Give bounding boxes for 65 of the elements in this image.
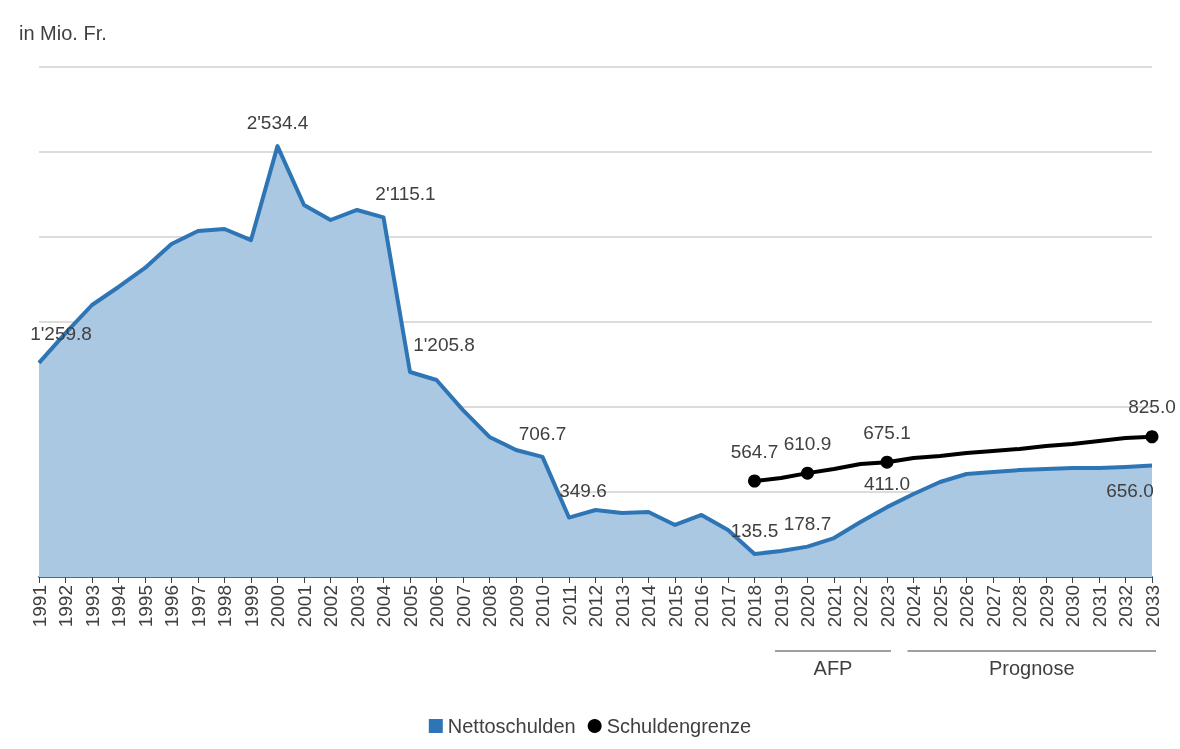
x-tick-label: 2031: [1088, 585, 1110, 628]
x-tick-label: 2012: [585, 585, 606, 628]
x-tick-label: 2010: [532, 585, 553, 628]
point: [880, 455, 894, 469]
x-tick-label: 2019: [770, 585, 792, 628]
x-tick-label: 2029: [1035, 585, 1057, 628]
data-label: 135.5: [730, 519, 779, 541]
data-label: 675.1: [863, 421, 911, 443]
x-tick-label: 1998: [214, 585, 235, 628]
x-tick-label: 2026: [956, 585, 977, 628]
x-tick-label: 2000: [267, 585, 288, 628]
x-tick-label: 2003: [346, 585, 368, 628]
x-tick-label: 2013: [611, 585, 633, 628]
x-tick-label: 2005: [399, 585, 421, 628]
data-label: 656.0: [1106, 480, 1154, 502]
x-tick-label: 2030: [1062, 585, 1083, 628]
data-label: 1'205.8: [413, 334, 475, 356]
x-tick-label: 2014: [638, 584, 659, 628]
x-tick-label: 1997: [187, 585, 209, 628]
x-tick-label: 2017: [717, 585, 739, 628]
y-axis-title: in Mio. Fr.: [19, 22, 107, 44]
x-tick-label: 2020: [797, 585, 818, 628]
x-tick-label: 2016: [691, 585, 712, 628]
x-tick-label: 1995: [134, 585, 156, 628]
data-label: 178.7: [783, 512, 832, 534]
data-label: 564.7: [730, 440, 779, 462]
x-tick-label: 1991: [28, 585, 50, 628]
legend-label: Schuldengrenze: [606, 715, 752, 737]
x-tick-label: 2006: [426, 585, 447, 628]
text: AFP: [813, 657, 853, 679]
x-tick-label: 2027: [982, 585, 1004, 628]
x-tick-label: 2008: [479, 585, 500, 628]
point: [748, 474, 761, 488]
x-tick-label: 2007: [452, 585, 474, 628]
x-tick-label: 2001: [293, 585, 315, 628]
data-label: 610.9: [783, 432, 832, 454]
x-tick-label: 2032: [1115, 585, 1136, 628]
x-tick-label: 1992: [55, 585, 76, 628]
x-tick-label: 2018: [744, 585, 765, 628]
data-label: 411.0: [863, 473, 911, 495]
x-tick-label: 2033: [1141, 585, 1163, 628]
x-tick-label: 2004: [373, 584, 394, 628]
point: [801, 466, 814, 480]
legend-label: Nettoschulden: [447, 715, 576, 737]
x-tick-label: 2002: [320, 585, 341, 628]
x-tick-label: 1993: [81, 585, 103, 628]
data-label: 825.0: [1128, 396, 1176, 418]
data-label: 349.6: [559, 479, 607, 501]
data-label: 2'534.4: [246, 112, 309, 134]
point: [1145, 430, 1159, 444]
x-tick-label: 2025: [929, 585, 951, 628]
x-tick-label: 1994: [108, 584, 129, 628]
x-tick-label: 2023: [876, 585, 898, 628]
data-label: 706.7: [518, 422, 567, 444]
x-tick-label: 2028: [1009, 585, 1030, 628]
x-tick-label: 2024: [903, 584, 924, 628]
data-label: 2'115.1: [375, 183, 436, 205]
x-tick-label: 1999: [240, 585, 262, 628]
x-tick-label: 2015: [664, 585, 686, 628]
x-tick-label: 2011: [558, 585, 580, 626]
x-tick-label: 2021: [823, 585, 845, 628]
text: Prognose: [988, 657, 1075, 679]
x-tick-label: 1996: [161, 585, 182, 628]
x-tick-label: 2022: [850, 585, 871, 628]
x-tick-label: 2009: [505, 585, 527, 628]
